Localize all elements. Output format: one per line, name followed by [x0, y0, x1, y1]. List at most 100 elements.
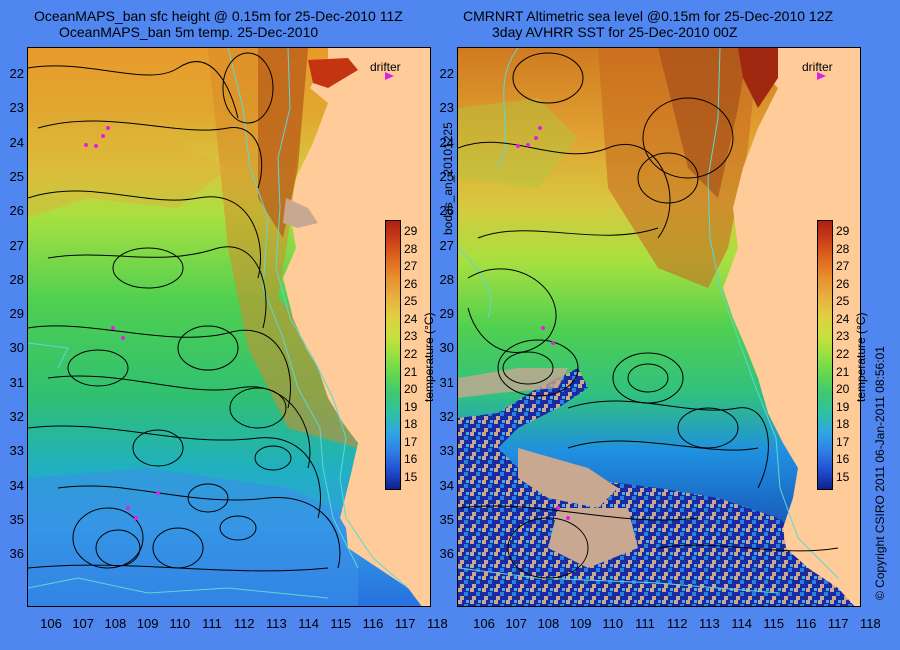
- lat-label: 28: [9, 271, 24, 287]
- copyright-text: © Copyright CSIRO 2011 06-Jan-2011 08:56…: [873, 346, 887, 600]
- colorbar-tick-label: 15: [404, 469, 418, 484]
- lon-label: 118: [427, 616, 448, 631]
- right-title-line1: CMRNRT Altimetric sea level @0.15m for 2…: [463, 8, 834, 24]
- lon-label: 110: [602, 616, 624, 631]
- lon-label: 109: [569, 616, 592, 631]
- right-colorbar: [817, 220, 833, 490]
- left-colorbar: [385, 220, 401, 490]
- lat-label: 24: [439, 134, 454, 150]
- lat-label: 31: [439, 374, 454, 390]
- colorbar-tick-label: 22: [836, 347, 850, 361]
- colorbar-tick-label: 15: [836, 469, 850, 484]
- lat-label: 22: [439, 66, 454, 81]
- lat-label: 32: [9, 409, 24, 424]
- lat-label: 35: [439, 511, 454, 527]
- lat-label: 25: [9, 168, 24, 184]
- lon-label: 109: [136, 616, 159, 631]
- lon-label: 117: [827, 616, 849, 631]
- lat-label: 29: [9, 306, 24, 322]
- lon-label: 108: [537, 616, 560, 631]
- lon-label: 112: [666, 616, 688, 631]
- colorbar-tick-label: 16: [836, 452, 850, 467]
- colorbar-tick-label: 24: [836, 311, 850, 326]
- colorbar-tick-label: 26: [404, 276, 418, 291]
- right-map-svg: [458, 48, 860, 606]
- lon-label: 110: [169, 616, 191, 631]
- colorbar-tick-label: 29: [836, 224, 850, 239]
- lon-label: 111: [202, 616, 222, 631]
- lat-label: 33: [9, 443, 24, 459]
- lon-label: 114: [298, 616, 319, 631]
- lon-label: 107: [72, 616, 95, 631]
- lat-label: 27: [439, 237, 454, 253]
- run-id-text: bodas_an_20101225: [441, 122, 455, 235]
- lon-label: 118: [860, 616, 881, 631]
- colorbar-tick-label: 20: [836, 382, 850, 397]
- lat-label: 30: [439, 340, 454, 356]
- colorbar-tick-label: 23: [836, 329, 850, 344]
- lat-label: 25: [439, 168, 454, 184]
- lon-label: 116: [362, 616, 384, 631]
- lat-label: 33: [439, 443, 454, 459]
- lon-label: 115: [763, 616, 785, 631]
- lat-label: 31: [9, 374, 24, 390]
- lon-label: 107: [505, 616, 528, 631]
- colorbar-tick-label: 22: [404, 347, 418, 361]
- colorbar-tick-label: 21: [404, 364, 418, 379]
- lat-label: 34: [9, 477, 24, 493]
- lon-label: 114: [731, 616, 752, 631]
- right-title-line2: 3day AVHRR SST for 25-Dec-2010 00Z: [492, 24, 738, 40]
- lat-label: 24: [9, 134, 24, 150]
- colorbar-tick-label: 23: [404, 329, 418, 344]
- left-map-panel: [27, 47, 431, 607]
- lat-label: 35: [9, 511, 24, 527]
- lon-label: 106: [40, 616, 62, 631]
- colorbar-tick-label: 27: [404, 259, 418, 274]
- colorbar-tick-label: 17: [836, 434, 850, 449]
- left-title-line1: OceanMAPS_ban sfc height @ 0.15m for 25-…: [34, 8, 403, 24]
- right-drifter-label: drifter: [802, 60, 833, 74]
- colorbar-tick-label: 18: [836, 417, 850, 432]
- lat-label: 30: [9, 340, 24, 356]
- lat-label: 36: [9, 546, 24, 562]
- lat-label: 29: [439, 306, 454, 322]
- lat-label: 26: [439, 203, 454, 219]
- lat-label: 26: [9, 203, 24, 219]
- lon-label: 116: [795, 616, 817, 631]
- colorbar-tick-label: 19: [404, 399, 418, 414]
- colorbar-tick-label: 20: [404, 382, 418, 397]
- left-colorbar-title: temperature (°C): [422, 312, 436, 403]
- right-colorbar-title: temperature (°C): [854, 312, 868, 403]
- colorbar-tick-label: 28: [836, 241, 850, 256]
- lon-label: 113: [266, 616, 287, 631]
- colorbar-tick-label: 24: [404, 311, 418, 326]
- lon-label: 108: [104, 616, 127, 631]
- right-map-panel: [457, 47, 861, 607]
- colorbar-tick-label: 17: [404, 434, 418, 449]
- lon-label: 112: [233, 616, 255, 631]
- lon-label: 117: [394, 616, 416, 631]
- colorbar-tick-label: 18: [404, 417, 418, 432]
- colorbar-tick-label: 25: [404, 294, 418, 309]
- colorbar-tick-label: 25: [836, 294, 850, 309]
- lat-label: 22: [9, 66, 24, 81]
- left-drifter-label: drifter: [370, 60, 401, 74]
- lat-label: 28: [439, 271, 454, 287]
- colorbar-tick-label: 19: [836, 399, 850, 414]
- colorbar-tick-label: 28: [404, 241, 418, 256]
- right-drifter-arrow-icon: [817, 72, 826, 80]
- colorbar-tick-label: 21: [836, 364, 850, 379]
- colorbar-tick-label: 27: [836, 259, 850, 274]
- left-map-svg: [28, 48, 430, 606]
- left-title-line2: OceanMAPS_ban 5m temp. 25-Dec-2010: [59, 24, 319, 40]
- left-drifter-arrow-icon: [385, 72, 394, 80]
- colorbar-tick-label: 16: [404, 452, 418, 467]
- lat-label: 27: [9, 237, 24, 253]
- lat-label: 36: [439, 546, 454, 562]
- lon-label: 111: [635, 616, 655, 631]
- lat-label: 23: [9, 100, 24, 116]
- lat-label: 34: [439, 477, 454, 493]
- lon-label: 115: [330, 616, 352, 631]
- colorbar-tick-label: 26: [836, 276, 850, 291]
- lat-label: 23: [439, 100, 454, 116]
